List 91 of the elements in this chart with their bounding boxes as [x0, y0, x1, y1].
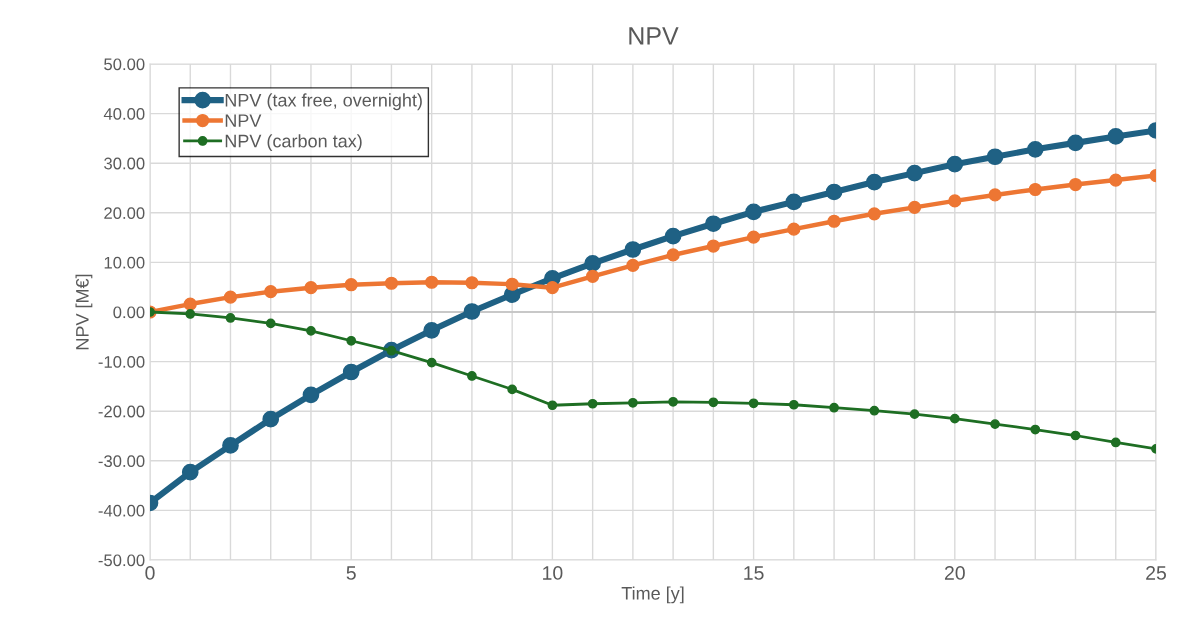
point: [745, 203, 762, 221]
y-tick-label: -30.00: [98, 455, 145, 467]
point: [262, 410, 280, 428]
point: [344, 278, 358, 292]
point: [425, 275, 439, 289]
point: [785, 193, 803, 211]
x-tick-label: 5: [346, 566, 356, 580]
point: [545, 281, 559, 295]
y-tick-label: -50.00: [98, 554, 145, 567]
point: [909, 409, 920, 420]
point: [587, 398, 598, 409]
point: [788, 399, 799, 410]
point: [185, 309, 196, 319]
point: [949, 413, 960, 424]
point: [827, 214, 841, 228]
point: [867, 207, 881, 221]
y-tick-label: 20.00: [104, 207, 145, 219]
point: [986, 148, 1004, 166]
point: [302, 386, 320, 404]
point: [342, 363, 360, 381]
point: [586, 269, 600, 283]
point: [706, 239, 720, 253]
point: [547, 400, 558, 411]
point: [306, 325, 316, 336]
point: [346, 335, 357, 346]
point: [946, 155, 964, 173]
x-tick-label: 0: [145, 566, 155, 580]
point: [505, 277, 519, 291]
x-axis-title: Time [y]: [621, 586, 684, 604]
point: [1109, 173, 1123, 187]
y-tick-label: 40.00: [103, 108, 145, 120]
legend-label: NPV (carbon tax): [225, 134, 362, 152]
point: [787, 222, 801, 236]
point: [869, 405, 880, 416]
point: [264, 285, 278, 299]
point: [668, 396, 678, 407]
point: [829, 402, 839, 413]
point: [825, 183, 843, 201]
point: [907, 200, 922, 214]
point: [624, 241, 642, 258]
point: [426, 357, 437, 368]
point: [467, 371, 477, 381]
point: [225, 313, 236, 323]
y-tick-label: 50.00: [104, 58, 145, 71]
point: [222, 437, 239, 454]
point: [990, 419, 1000, 429]
point: [1030, 424, 1041, 435]
legend-label: NPV (tax free, overnight): [225, 93, 422, 111]
y-tick-label: -10.00: [98, 356, 145, 368]
point: [183, 297, 197, 311]
x-tick-label: 20: [944, 566, 965, 580]
x-tick-label: 10: [543, 566, 563, 580]
point: [1067, 134, 1084, 152]
point: [507, 384, 518, 395]
point: [705, 215, 722, 233]
point: [465, 276, 479, 290]
point: [626, 258, 640, 272]
point: [906, 164, 923, 182]
point: [1026, 140, 1044, 158]
point: [265, 318, 276, 329]
x-tick-label: 25: [1146, 566, 1166, 580]
point: [223, 290, 238, 304]
point: [384, 276, 399, 290]
point: [666, 248, 680, 262]
point: [988, 188, 1002, 202]
point: [181, 463, 199, 481]
point: [304, 281, 318, 295]
point: [584, 255, 601, 272]
y-axis-title: NPV [M€]: [75, 274, 93, 350]
y-tick-label: 10.00: [104, 256, 145, 269]
point: [1068, 177, 1083, 192]
y-tick-label: -40.00: [98, 504, 145, 517]
point: [748, 398, 759, 409]
point: [708, 397, 719, 408]
legend-label: NPV: [225, 114, 262, 127]
point: [664, 227, 682, 245]
x-tick-label: 15: [744, 566, 764, 580]
chart-title: NPV: [629, 27, 679, 45]
point: [463, 303, 481, 320]
point: [1070, 430, 1081, 441]
y-tick-label: 0.00: [113, 306, 145, 319]
y-tick-label: 30.00: [104, 157, 145, 170]
point: [948, 194, 962, 208]
point: [423, 322, 441, 339]
y-tick-label: -20.00: [98, 405, 145, 418]
point: [1110, 437, 1121, 448]
point: [865, 173, 883, 191]
point: [1107, 128, 1125, 145]
point: [1028, 182, 1042, 197]
point: [628, 397, 638, 408]
point: [747, 230, 761, 244]
